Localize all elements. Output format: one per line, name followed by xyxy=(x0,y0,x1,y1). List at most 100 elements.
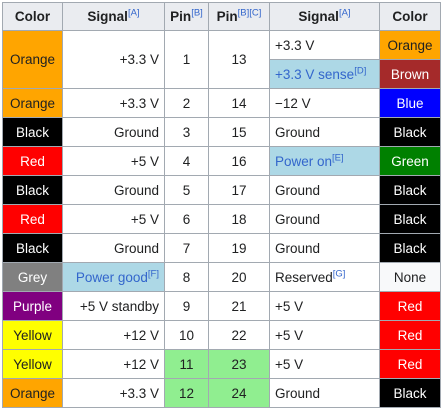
right-pin-number: 16 xyxy=(208,146,270,176)
left-wire-color: Red xyxy=(2,204,63,234)
header-color-left: Color xyxy=(2,2,63,31)
left-wire-color: Orange xyxy=(2,88,63,118)
left-pin-number: 9 xyxy=(164,291,209,321)
left-pin-number: 3 xyxy=(164,117,209,147)
header-pin-left-label: Pin xyxy=(170,9,192,24)
left-wire-color: Black xyxy=(2,117,63,147)
header-signal-left-label: Signal xyxy=(87,9,128,24)
right-signal-cell: +5 V xyxy=(269,349,380,379)
table-row: Purple +5 V standby 9 21 +5 V Red xyxy=(2,291,441,321)
right-wire-color: None xyxy=(379,262,441,292)
header-pin-right-label: Pin xyxy=(216,9,238,24)
left-wire-color: Yellow xyxy=(2,320,63,350)
left-pin-number: 6 xyxy=(164,204,209,234)
footnote-ref[interactable]: [A] xyxy=(127,7,140,19)
right-pin-number: 24 xyxy=(208,378,270,408)
right-wire-color: Black xyxy=(379,204,441,234)
left-wire-color: Yellow xyxy=(2,349,63,379)
left-wire-color: Purple xyxy=(2,291,63,321)
right-wire-color: Black xyxy=(379,175,441,205)
left-signal-cell: +5 V xyxy=(62,204,165,234)
left-wire-color: Black xyxy=(2,175,63,205)
right-wire-color: Green xyxy=(379,146,441,176)
right-signal-cell: +3.3 V xyxy=(269,30,380,60)
right-pin-number: 13 xyxy=(208,30,270,89)
left-signal-cell: +3.3 V xyxy=(62,88,165,118)
right-signal: Ground xyxy=(275,211,321,227)
table-row: Yellow +12 V 11 23 +5 V Red xyxy=(2,349,441,379)
right-signal-cell: −12 V xyxy=(269,88,380,118)
left-signal: +3.3 V xyxy=(119,95,159,111)
left-pin-number: 7 xyxy=(164,233,209,263)
right-pin-number: 22 xyxy=(208,320,270,350)
table-row: Red +5 V 6 18 Ground Black xyxy=(2,204,441,234)
right-signal: Ground xyxy=(275,240,321,256)
right-pin-number: 19 xyxy=(208,233,270,263)
right-pin-number: 20 xyxy=(208,262,270,292)
right-signal-cell: Reserved[G] xyxy=(269,262,380,292)
left-signal: +12 V xyxy=(123,327,159,343)
footnote-ref[interactable]: [B] xyxy=(191,7,203,19)
right-signal: Ground xyxy=(275,124,321,140)
footnote-ref[interactable]: [B][C] xyxy=(237,7,262,19)
left-signal-cell: +5 V standby xyxy=(62,291,165,321)
left-signal-cell: Power good[F] xyxy=(62,262,165,292)
left-pin-number: 11 xyxy=(164,349,209,379)
left-signal: Ground xyxy=(113,124,159,140)
left-signal[interactable]: Power good xyxy=(75,269,148,285)
right-signal-cell: +5 V xyxy=(269,291,380,321)
left-signal-cell: +12 V xyxy=(62,320,165,350)
left-pin-number: 1 xyxy=(164,30,209,89)
right-wire-color: Red xyxy=(379,320,441,350)
left-wire-color: Orange xyxy=(2,378,63,408)
right-signal[interactable]: +3.3 V sense xyxy=(275,66,355,82)
header-signal-right: Signal[A] xyxy=(269,2,380,31)
table-row: Black Ground 3 15 Ground Black xyxy=(2,117,441,147)
left-pin-number: 2 xyxy=(164,88,209,118)
left-signal-cell: Ground xyxy=(62,233,165,263)
table-row: +3.3 V sense[D] Brown xyxy=(3,59,441,89)
right-wire-color: Brown xyxy=(379,59,441,89)
right-pin-number: 21 xyxy=(208,291,270,321)
left-signal: Ground xyxy=(113,240,159,256)
header-signal-right-label: Signal xyxy=(298,9,339,24)
left-wire-color: Orange xyxy=(2,30,63,89)
right-signal: +5 V xyxy=(275,298,304,314)
table-row: Orange +3.3 V 1 13 +3.3 V Orange xyxy=(2,30,441,89)
left-wire-color: Red xyxy=(2,146,63,176)
right-pin-number: 18 xyxy=(208,204,270,234)
table-row: Orange +3.3 V 12 24 Ground Black xyxy=(2,378,441,408)
table-row: Black Ground 5 17 Ground Black xyxy=(2,175,441,205)
left-signal-cell: +5 V xyxy=(62,146,165,176)
right-signal-cell: +3.3 V sense[D] xyxy=(269,59,380,89)
header-color-right: Color xyxy=(379,2,441,31)
footnote-ref[interactable]: [G] xyxy=(332,268,346,279)
right-wire-color: Red xyxy=(379,349,441,379)
footnote-ref[interactable]: [E] xyxy=(332,152,344,163)
left-signal-cell: Ground xyxy=(62,175,165,205)
footnote-ref[interactable]: [D] xyxy=(354,65,367,76)
footnote-ref[interactable]: [A] xyxy=(338,7,351,19)
header-signal-left: Signal[A] xyxy=(62,2,165,31)
right-signal[interactable]: Power on xyxy=(275,153,333,169)
table-row: Orange +3.3 V 2 14 −12 V Blue xyxy=(2,88,441,118)
pinout-body: Orange +3.3 V 1 13 +3.3 V Orange +3.3 V sense[… xyxy=(2,30,441,408)
header-pin-left: Pin[B] xyxy=(164,2,209,31)
right-signal-cell: Ground xyxy=(269,233,380,263)
right-pin-number: 23 xyxy=(208,349,270,379)
right-signal-cell: Ground xyxy=(269,175,380,205)
left-pin-number: 12 xyxy=(164,378,209,408)
right-wire-color: Black xyxy=(379,117,441,147)
right-signal: +3.3 V xyxy=(275,37,315,53)
left-signal: +5 V xyxy=(130,211,159,227)
left-signal-cell: +3.3 V xyxy=(62,378,165,408)
left-signal-cell: +3.3 V xyxy=(62,30,165,89)
footnote-ref[interactable]: [F] xyxy=(147,268,159,279)
right-signal-cell: Power on[E] xyxy=(269,146,380,176)
right-signal: −12 V xyxy=(275,95,311,111)
left-pin-number: 10 xyxy=(164,320,209,350)
right-signal: Reserved xyxy=(275,269,333,285)
table-row: Yellow +12 V 10 22 +5 V Red xyxy=(2,320,441,350)
left-pin-number: 4 xyxy=(164,146,209,176)
